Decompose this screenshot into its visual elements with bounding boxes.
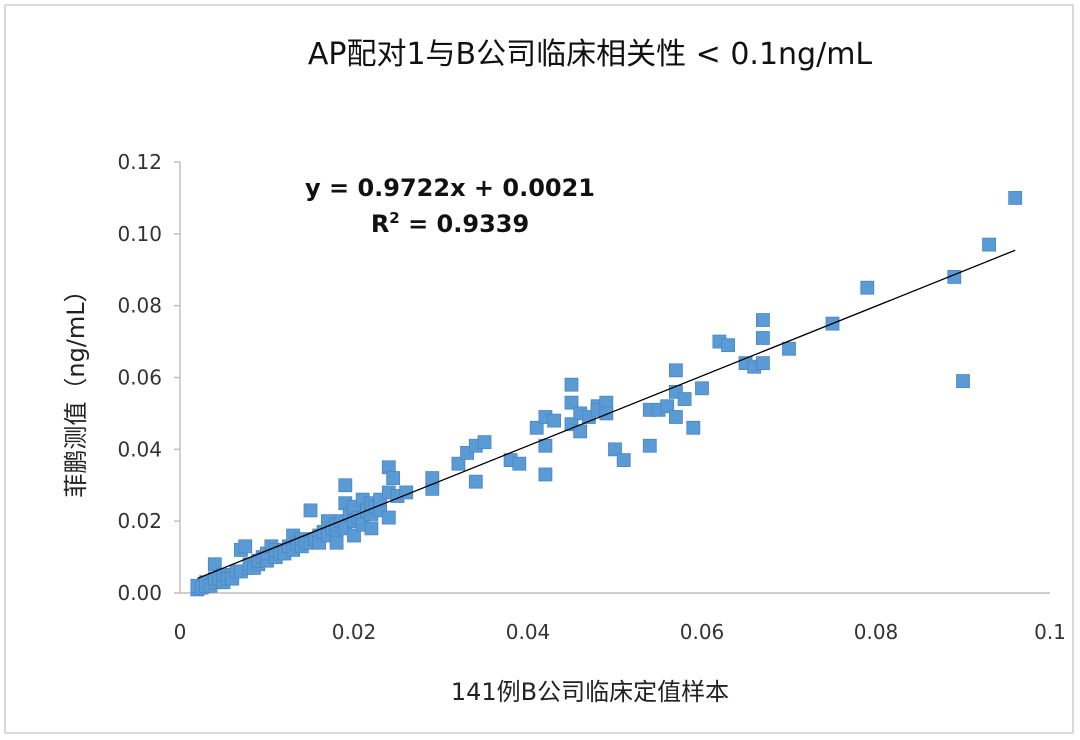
data-point	[538, 467, 553, 482]
data-point	[329, 535, 344, 550]
data-point	[756, 356, 770, 371]
trendline-equation: y = 0.9722x + 0.0021	[305, 174, 595, 202]
data-point	[642, 438, 657, 453]
data-point	[669, 410, 683, 424]
x-axis-label: 141例B公司临床定值样本	[451, 678, 729, 706]
data-points	[190, 191, 1023, 597]
data-point	[547, 413, 561, 428]
data-point	[303, 503, 318, 518]
x-tick-label: 0.02	[332, 620, 377, 644]
data-point	[721, 338, 735, 353]
data-point	[677, 392, 692, 406]
r-squared-superscript: 2	[389, 209, 399, 227]
data-point	[564, 395, 579, 410]
x-tick-label: 0.1	[1034, 620, 1066, 644]
r-squared-r: R	[371, 210, 389, 238]
x-tick-label: 0.08	[854, 620, 899, 644]
x-tick-labels: 0 0.02 0.04 0.06 0.08 0.1	[174, 620, 1066, 644]
data-point	[860, 280, 875, 295]
data-point	[468, 474, 483, 489]
data-point	[756, 313, 770, 327]
data-point	[599, 406, 614, 421]
y-tick-label: 0.00	[117, 581, 162, 605]
y-tick-label: 0.02	[117, 509, 162, 533]
x-tick-label: 0	[174, 620, 187, 644]
data-point	[669, 363, 683, 378]
data-point	[686, 420, 701, 435]
data-point	[982, 237, 996, 252]
y-axis-label: 菲鹏测值（ng/mL）	[62, 278, 90, 497]
y-tick-labels: 0.00 0.02 0.04 0.06 0.08 0.10 0.12	[117, 150, 180, 605]
y-tick-label: 0.10	[117, 222, 162, 246]
y-tick-label: 0.04	[117, 437, 162, 461]
data-point	[608, 442, 622, 457]
x-tick-label: 0.06	[680, 620, 725, 644]
chart-title: AP配对1与B公司临床相关性 < 0.1ng/mL	[308, 37, 873, 72]
y-tick-label: 0.06	[117, 366, 162, 390]
y-tick-label: 0.08	[117, 294, 162, 318]
x-tick-label: 0.04	[506, 620, 551, 644]
data-point	[956, 374, 970, 388]
data-point	[238, 539, 253, 554]
data-point	[386, 471, 401, 485]
data-point	[782, 341, 796, 356]
data-point	[616, 453, 631, 468]
y-tick-label: 0.12	[117, 150, 162, 174]
trendline	[197, 249, 1016, 580]
chart-frame	[4, 4, 1074, 734]
r-squared-value: = 0.9339	[400, 210, 529, 238]
data-point	[564, 377, 579, 392]
data-point	[512, 456, 527, 471]
data-point	[529, 420, 544, 435]
data-point	[477, 435, 492, 450]
data-point	[207, 557, 222, 572]
data-point	[364, 521, 379, 536]
data-point	[338, 478, 353, 493]
r-squared-label: R2 = 0.9339	[371, 209, 529, 238]
data-point	[660, 399, 675, 414]
data-point	[1008, 191, 1023, 205]
data-point	[756, 331, 770, 345]
data-point	[451, 456, 466, 471]
data-point	[695, 381, 709, 396]
data-point	[381, 510, 396, 525]
data-point	[347, 528, 361, 543]
